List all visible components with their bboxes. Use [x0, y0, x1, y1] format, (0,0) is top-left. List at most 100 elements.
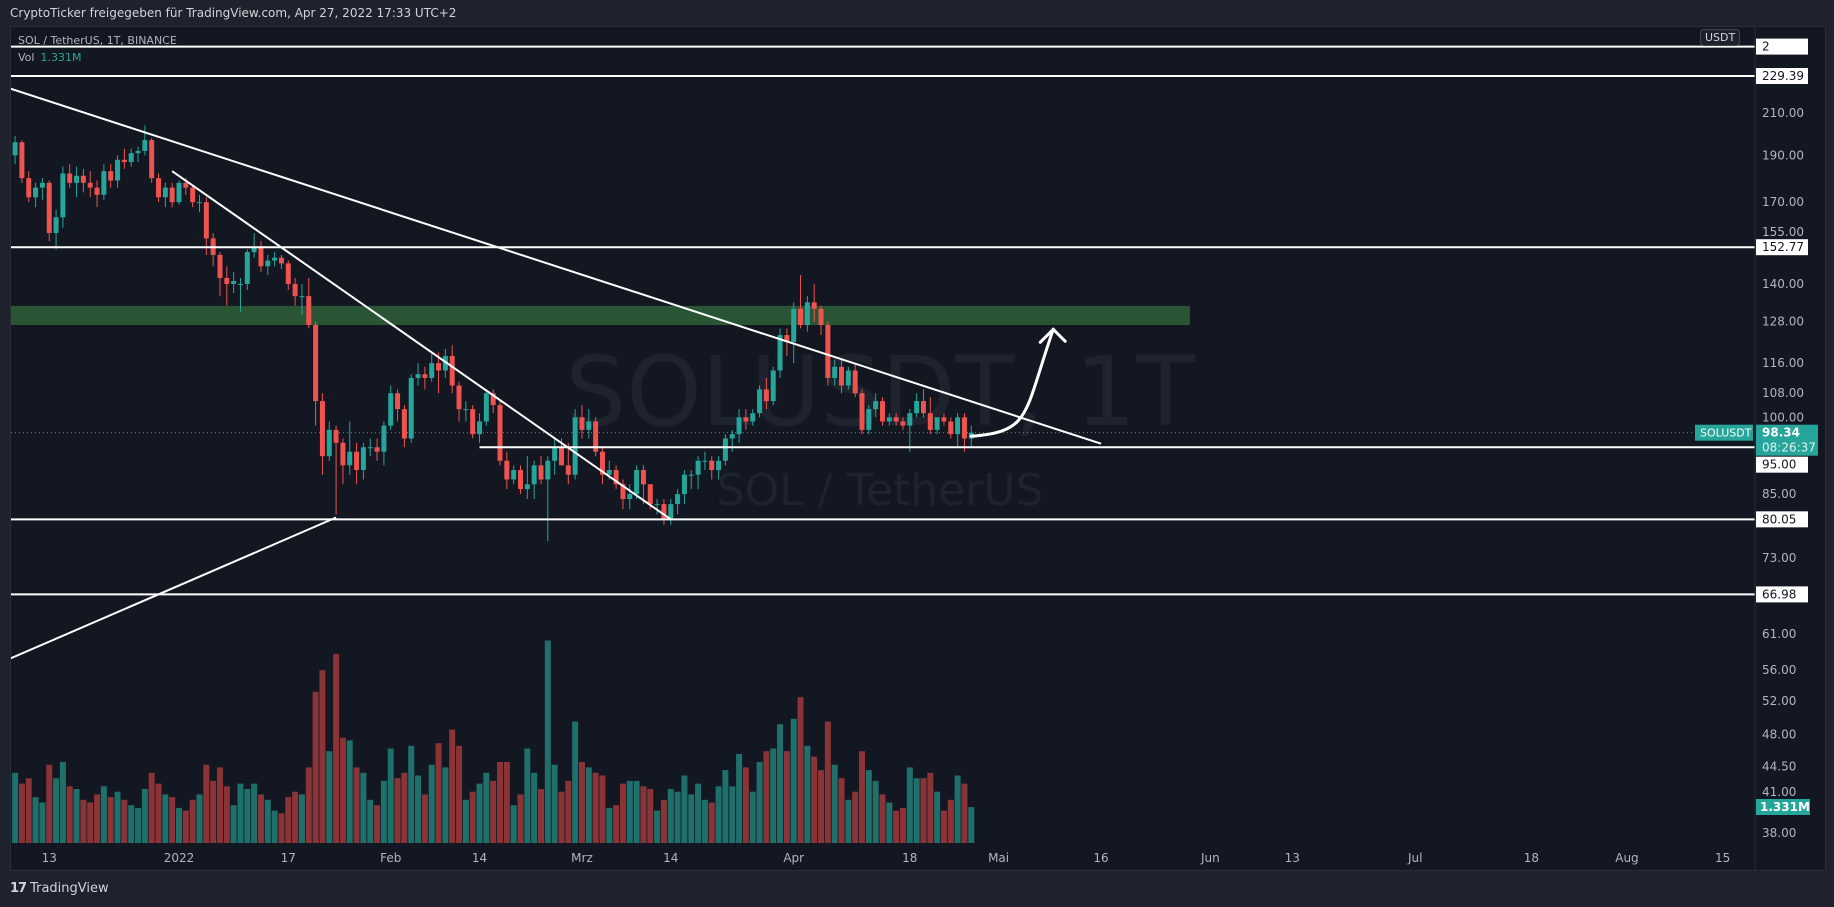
volume-bar	[189, 799, 196, 843]
candle-body	[504, 460, 510, 480]
candle-body	[278, 257, 284, 264]
volume-bar	[592, 772, 599, 843]
volume-bar	[688, 794, 695, 843]
candle	[914, 393, 920, 418]
volume-bar	[107, 797, 114, 843]
candle-body	[67, 173, 73, 183]
candle	[900, 417, 906, 430]
level-price-label: 152.77	[1762, 240, 1804, 254]
candle	[941, 413, 947, 426]
candle	[429, 352, 435, 382]
trendline	[11, 516, 337, 660]
candle-body	[497, 405, 503, 461]
volume-bar	[18, 783, 25, 843]
volume-bar	[804, 745, 811, 843]
candle-body	[634, 470, 640, 495]
candle-body	[791, 308, 797, 342]
candle	[668, 499, 674, 525]
currency-button[interactable]: USDT	[1700, 29, 1741, 46]
candle-body	[661, 504, 667, 520]
candle-body	[101, 171, 107, 195]
volume-bar	[736, 753, 743, 843]
candle	[19, 140, 25, 183]
volume-bar	[940, 810, 947, 843]
candle-body	[470, 409, 476, 435]
volume-bar	[182, 810, 189, 843]
candle	[333, 425, 339, 515]
price-tick-label: 100.00	[1762, 411, 1804, 425]
candle-body	[292, 283, 298, 297]
price-tick-label: 38.00	[1762, 826, 1796, 840]
candle	[545, 456, 551, 542]
candle	[538, 456, 544, 485]
symbol-legend[interactable]: SOL / TetherUS, 1T, BINANCE	[18, 34, 177, 47]
level-price-box	[1756, 239, 1808, 256]
candle	[196, 194, 202, 213]
candle-body	[190, 187, 196, 203]
candle	[108, 164, 114, 188]
candle-body	[231, 280, 237, 284]
candle	[354, 442, 360, 485]
candle-body	[688, 474, 694, 476]
candle	[210, 233, 216, 267]
candle	[518, 465, 523, 495]
time-tick-label: 17	[281, 851, 296, 865]
volume-legend[interactable]: Vol 1.331M	[18, 51, 81, 64]
candle-body	[961, 417, 967, 439]
volume-bar	[551, 764, 558, 843]
tradingview-logo[interactable]: 17 TradingView	[10, 881, 109, 896]
candle-body	[770, 370, 776, 402]
candle-body	[272, 257, 278, 261]
volume-bar	[852, 791, 859, 843]
volume-bar	[401, 772, 408, 843]
volume-bar	[729, 786, 736, 843]
volume-bar	[367, 799, 374, 843]
candle	[272, 252, 278, 267]
volume-bar	[408, 745, 415, 843]
candle	[586, 409, 592, 439]
candle-body	[442, 355, 448, 371]
candle-body	[757, 389, 763, 414]
volume-bar	[886, 802, 893, 843]
volume-bar	[59, 762, 66, 843]
volume-bar	[216, 767, 223, 843]
volume-bar	[742, 767, 749, 843]
volume-bar	[442, 767, 449, 843]
volume-bar	[893, 810, 900, 843]
volume-bar	[148, 772, 155, 843]
candle	[190, 185, 196, 208]
share-text: CryptoTicker freigegeben für TradingView…	[10, 6, 457, 20]
candle	[39, 178, 45, 200]
candle-body	[586, 421, 592, 430]
candle-body	[579, 417, 585, 430]
candle	[395, 389, 401, 422]
candle	[859, 389, 865, 435]
volume-bar	[380, 780, 387, 843]
volume-bar	[264, 799, 271, 843]
candle-body	[640, 470, 646, 485]
candle	[121, 148, 127, 169]
price-tick-label: 52.00	[1762, 694, 1796, 708]
footer: 17 TradingView	[0, 871, 1834, 907]
countdown-label: 08:26:37	[1762, 441, 1816, 455]
level-price-box	[1756, 68, 1808, 85]
candle	[893, 413, 899, 426]
price-tick-label: 116.00	[1762, 356, 1804, 370]
candle	[231, 272, 237, 294]
volume-bar	[654, 810, 661, 843]
projection-arrowhead-icon	[1038, 327, 1067, 344]
volume-bar	[763, 751, 770, 843]
tradingview-logo-icon: 17	[10, 881, 27, 896]
candle	[490, 389, 496, 414]
candle-body	[367, 447, 373, 449]
candle-body	[128, 153, 134, 163]
volume-bar	[947, 799, 954, 843]
candle-body	[87, 182, 93, 188]
share-header: CryptoTicker freigegeben für TradingView…	[0, 0, 1834, 26]
candle-body	[162, 187, 168, 198]
candle	[217, 252, 223, 297]
candle	[948, 417, 954, 439]
volume-bar	[681, 775, 688, 843]
candle-body	[839, 366, 845, 386]
